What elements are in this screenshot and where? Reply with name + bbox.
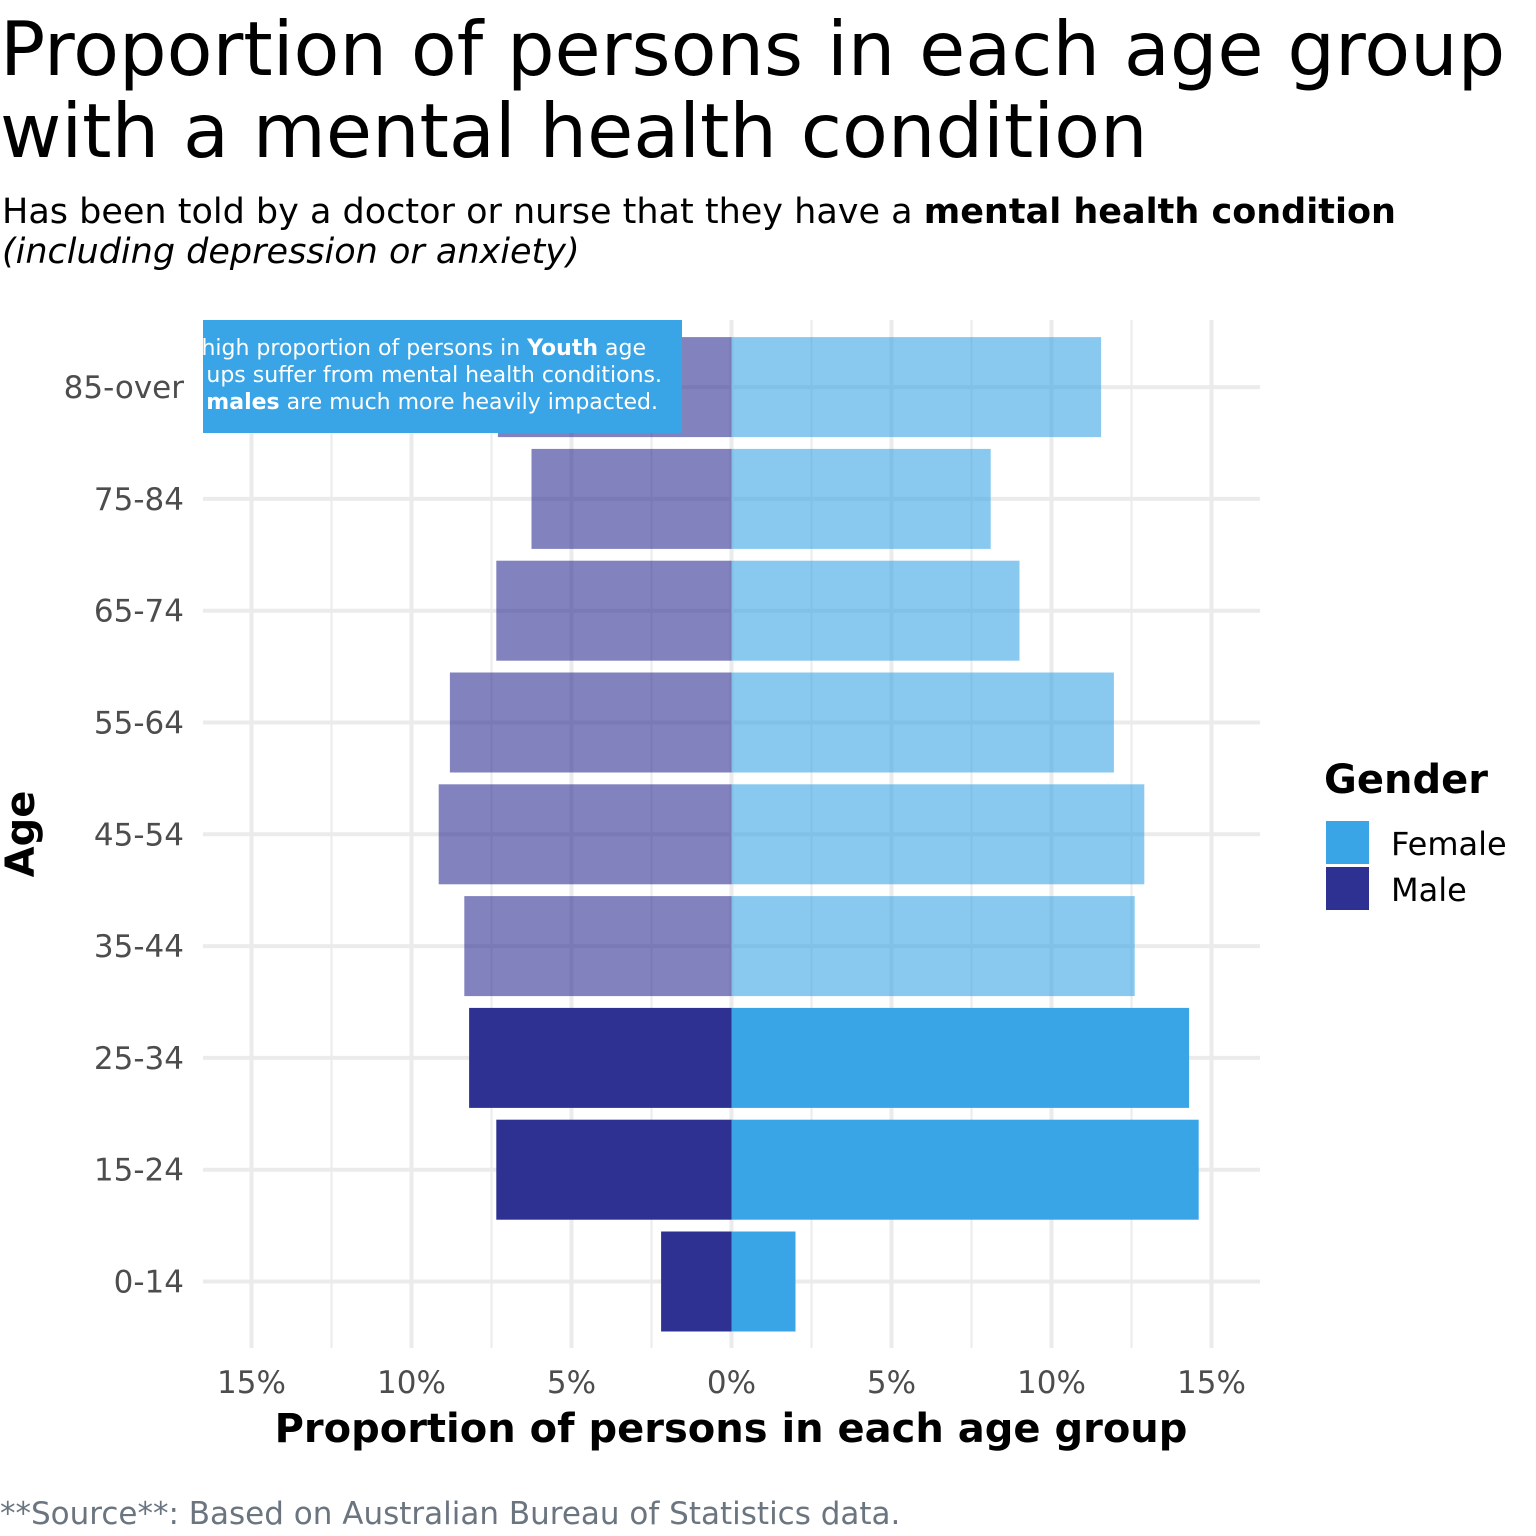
y-tick-label: 15-24 [94, 1153, 184, 1189]
x-tick-label: 5% [867, 1365, 916, 1401]
bar-male-35-44 [464, 896, 732, 997]
chart-title: Proportion of persons in each age group … [0, 8, 1536, 172]
bar-female-85-over [731, 337, 1102, 438]
subtitle-italic-text: (including depression or anxiety) [2, 232, 580, 272]
y-axis-ticks: 0-14 15-24 25-34 35-44 45-54 55-64 65-74 75-84 8… [64, 370, 185, 1300]
legend: Gender Female Male [1324, 757, 1507, 910]
bar-female-25-34 [731, 1007, 1190, 1108]
y-tick-label: 75-84 [94, 482, 184, 518]
y-tick-label: 55-64 [94, 706, 184, 742]
bar-male-15-24 [496, 1119, 732, 1220]
x-tick-label: 15% [1177, 1365, 1246, 1401]
bar-female-65-74 [731, 560, 1020, 661]
annotation-background [203, 320, 682, 433]
x-axis-title: Proportion of persons in each age group [275, 1406, 1188, 1452]
y-tick-label: 25-34 [94, 1041, 184, 1077]
y-tick-label: 45-54 [94, 817, 184, 853]
bar-male-25-34 [469, 1007, 732, 1108]
bar-female-55-64 [731, 672, 1114, 773]
y-tick-label: 85-over [64, 370, 185, 406]
bar-male-0-14 [661, 1231, 732, 1332]
source-caption: **Source**: Based on Australian Bureau o… [0, 1496, 901, 1532]
bar-male-65-74 [496, 560, 732, 661]
chart-subtitle: Has been told by a doctor or nurse that … [2, 192, 1536, 272]
legend-swatch-female [1326, 821, 1369, 864]
bar-female-35-44 [731, 896, 1135, 997]
annotation-box: high proportion of persons in Youth age … [201, 320, 682, 433]
x-axis-ticks: 15% 10% 5% 0% 5% 10% 15% [217, 1365, 1246, 1401]
y-tick-label: 35-44 [94, 929, 184, 965]
x-tick-label: 15% [217, 1365, 286, 1401]
x-tick-label: 10% [1017, 1365, 1086, 1401]
bar-female-0-14 [731, 1231, 796, 1332]
bars [438, 337, 1199, 1332]
y-axis-title: Age [0, 791, 44, 878]
bar-male-75-84 [531, 448, 732, 549]
bar-female-75-84 [731, 448, 991, 549]
subtitle-bold-text: mental health condition [923, 192, 1396, 232]
bar-female-45-54 [731, 784, 1145, 885]
x-tick-label: 5% [547, 1365, 596, 1401]
chart-title-line-2: with a mental health condition [0, 87, 1148, 175]
x-tick-label: 0% [707, 1365, 756, 1401]
bar-male-55-64 [449, 672, 732, 773]
chart-title-line-1: Proportion of persons in each age group [0, 5, 1506, 93]
subtitle-text: Has been told by a doctor or nurse that … [2, 192, 924, 232]
legend-label-female: Female [1391, 825, 1507, 863]
y-tick-label: 0-14 [114, 1265, 184, 1301]
bar-female-15-24 [731, 1119, 1199, 1220]
legend-title: Gender [1324, 757, 1488, 803]
annotation-line-2: ups suffer from mental health conditions… [206, 363, 662, 388]
annotation-line-1: high proportion of persons in Youth age [201, 336, 646, 361]
annotation-line-3: males are much more heavily impacted. [206, 390, 658, 415]
y-tick-label: 65-74 [94, 594, 184, 630]
legend-label-male: Male [1391, 871, 1467, 909]
legend-swatch-male [1326, 867, 1369, 910]
bar-male-45-54 [438, 784, 732, 885]
x-tick-label: 10% [377, 1365, 446, 1401]
